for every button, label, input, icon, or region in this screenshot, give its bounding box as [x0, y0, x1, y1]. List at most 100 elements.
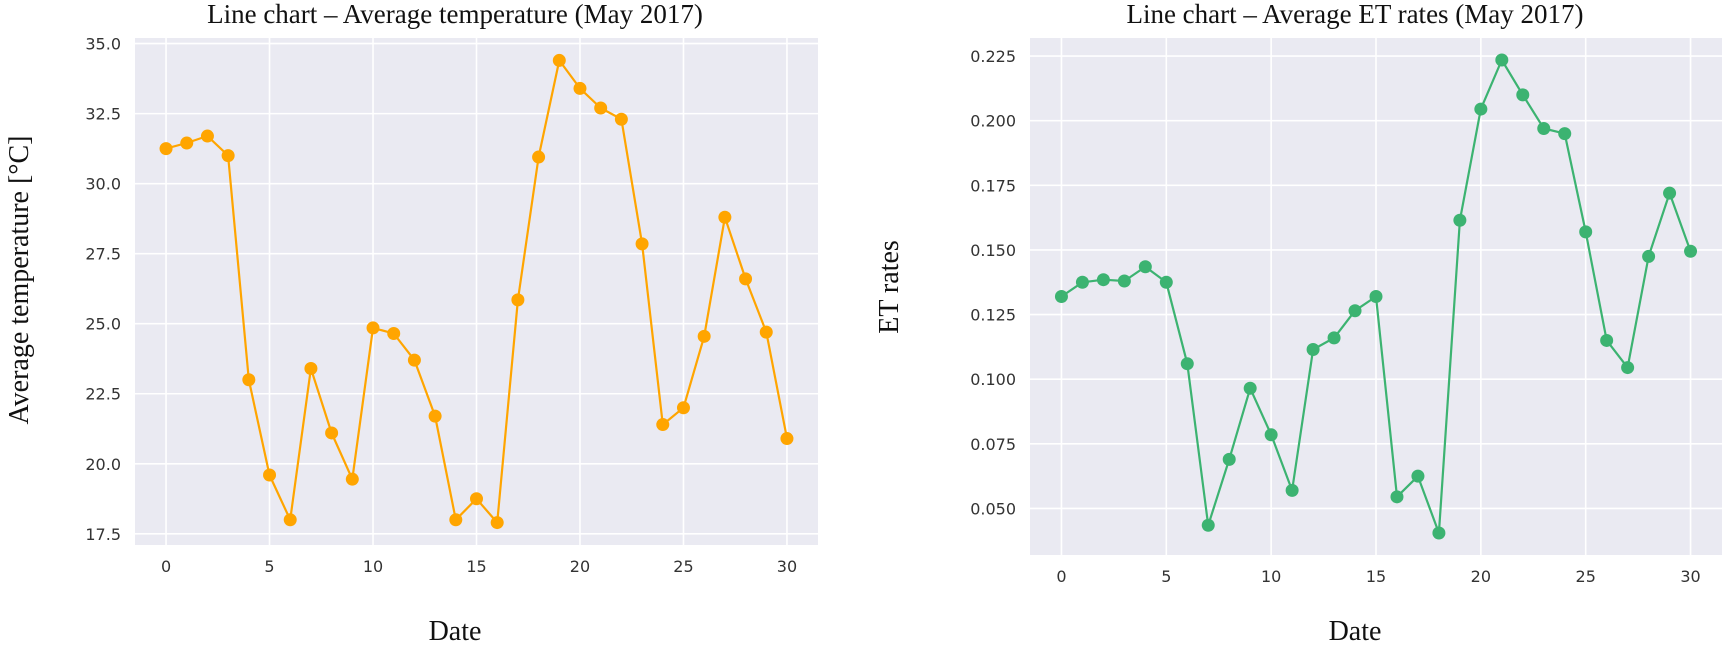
data-point: [1600, 333, 1614, 347]
data-point: [345, 472, 359, 486]
x-tick-label: 5: [1161, 567, 1171, 586]
data-point: [325, 426, 339, 440]
y-tick-label: 30.0: [85, 175, 121, 194]
temperature-chart: 0 5 10 15 20 25 30 17.5 20.0 22.5 25.0 27.5 30.0 32.5…: [4, 0, 818, 647]
y-tick-label: 0.225: [970, 47, 1016, 66]
y-tick-label: 32.5: [85, 105, 121, 124]
data-point: [1054, 290, 1068, 303]
data-point: [1516, 88, 1530, 102]
x-tick-label: 30: [1680, 567, 1700, 586]
data-point: [1285, 483, 1299, 497]
y-tick-label: 0.050: [970, 499, 1016, 518]
y-tick-label: 27.5: [85, 245, 121, 264]
data-point: [283, 513, 297, 527]
y-tick-label: 22.5: [85, 385, 121, 404]
x-tick-label: 25: [673, 557, 693, 576]
chart-title: Line chart – Average temperature (May 20…: [207, 0, 703, 29]
y-tick-label: 20.0: [85, 455, 121, 474]
data-point: [428, 409, 442, 423]
data-point: [1369, 290, 1383, 303]
chart-title: Line chart – Average ET rates (May 2017): [1126, 0, 1583, 29]
x-tick-label: 5: [264, 557, 274, 576]
data-point: [242, 373, 256, 387]
x-tick-label: 25: [1576, 567, 1596, 586]
data-point: [1348, 304, 1362, 318]
x-tick-label: 15: [466, 557, 486, 576]
y-axis-label: Average temperature [°C]: [4, 136, 35, 425]
data-point: [1138, 260, 1152, 274]
data-point: [263, 468, 277, 482]
data-point: [1306, 342, 1320, 356]
x-tick-label: 0: [1056, 567, 1066, 586]
data-point: [1663, 186, 1677, 200]
x-tick-label: 30: [777, 557, 797, 576]
data-point: [1432, 526, 1446, 540]
data-point: [1243, 381, 1257, 395]
data-point: [1579, 225, 1593, 239]
data-point: [739, 272, 753, 286]
data-point: [552, 53, 566, 67]
data-point: [573, 81, 587, 95]
data-point: [1621, 361, 1635, 375]
data-point: [1264, 428, 1278, 442]
data-point: [490, 516, 504, 530]
data-point: [180, 136, 194, 150]
y-tick-label: 0.100: [970, 370, 1016, 389]
data-point: [1474, 102, 1488, 116]
y-axis-label: ET rates: [874, 240, 905, 334]
data-point: [366, 321, 380, 335]
data-point: [1075, 275, 1089, 289]
data-point: [635, 237, 649, 251]
data-point: [1495, 53, 1509, 67]
data-point: [1201, 518, 1215, 532]
y-tick-label: 35.0: [85, 35, 121, 54]
x-tick-label: 20: [570, 557, 590, 576]
data-point: [676, 401, 690, 415]
data-point: [449, 513, 463, 527]
data-point: [1327, 331, 1341, 345]
x-tick-label: 15: [1366, 567, 1386, 586]
y-tick-label: 0.200: [970, 112, 1016, 131]
data-point: [470, 492, 483, 506]
data-point: [1222, 452, 1236, 466]
data-point: [594, 101, 608, 115]
y-tick-label: 0.125: [970, 306, 1016, 325]
data-point: [1411, 469, 1425, 483]
data-point: [780, 432, 794, 446]
data-point: [697, 329, 711, 343]
et-rates-chart: 0 5 10 15 20 25 30 0.050 0.075 0.100 0.125 0.150 0.1…: [874, 0, 1722, 647]
data-point: [200, 129, 214, 143]
y-tick-label: 0.175: [970, 176, 1016, 195]
y-tick-label: 0.075: [970, 435, 1016, 454]
data-point: [1453, 213, 1467, 227]
data-point: [1390, 490, 1404, 504]
data-point: [1096, 273, 1110, 287]
data-point: [1642, 249, 1656, 263]
x-tick-label: 10: [1261, 567, 1281, 586]
data-point: [1684, 244, 1698, 258]
data-point: [159, 142, 173, 156]
y-tick-label: 17.5: [85, 525, 121, 544]
data-point: [304, 362, 318, 376]
x-tick-label: 0: [161, 557, 171, 576]
data-point: [656, 418, 670, 432]
x-tick-label: 10: [363, 557, 383, 576]
x-axis-label: Date: [429, 616, 482, 647]
data-point: [614, 112, 628, 126]
data-point: [407, 353, 421, 367]
data-point: [387, 327, 401, 341]
data-point: [1537, 121, 1551, 135]
data-point: [1180, 357, 1194, 371]
data-point: [532, 150, 546, 164]
data-point: [221, 149, 235, 163]
x-tick-label: 20: [1471, 567, 1491, 586]
y-tick-label: 0.150: [970, 241, 1016, 260]
data-point: [759, 325, 773, 339]
data-point: [718, 210, 732, 224]
data-point: [1117, 274, 1131, 288]
data-point: [1159, 275, 1173, 289]
x-axis-label: Date: [1329, 616, 1382, 647]
data-point: [1558, 127, 1572, 141]
data-point: [511, 293, 525, 307]
